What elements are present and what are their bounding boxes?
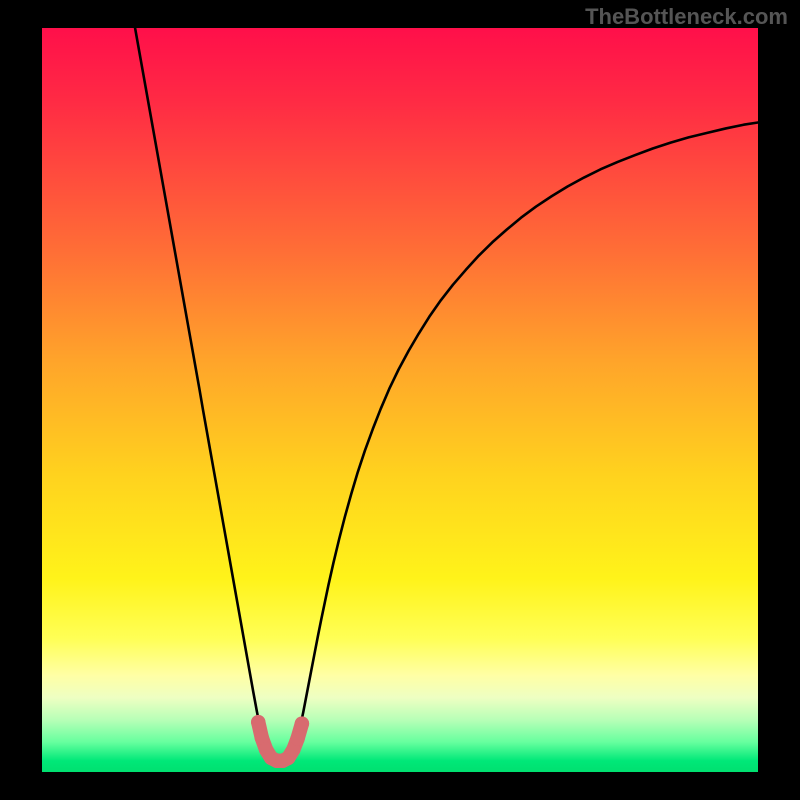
plot-area bbox=[42, 28, 758, 772]
optimal-marker bbox=[251, 715, 265, 729]
plot-svg bbox=[42, 28, 758, 772]
chart-stage: TheBottleneck.com bbox=[0, 0, 800, 800]
gradient-background bbox=[42, 28, 758, 772]
optimal-marker bbox=[290, 731, 304, 745]
watermark-text: TheBottleneck.com bbox=[585, 4, 788, 30]
optimal-marker bbox=[295, 716, 309, 730]
